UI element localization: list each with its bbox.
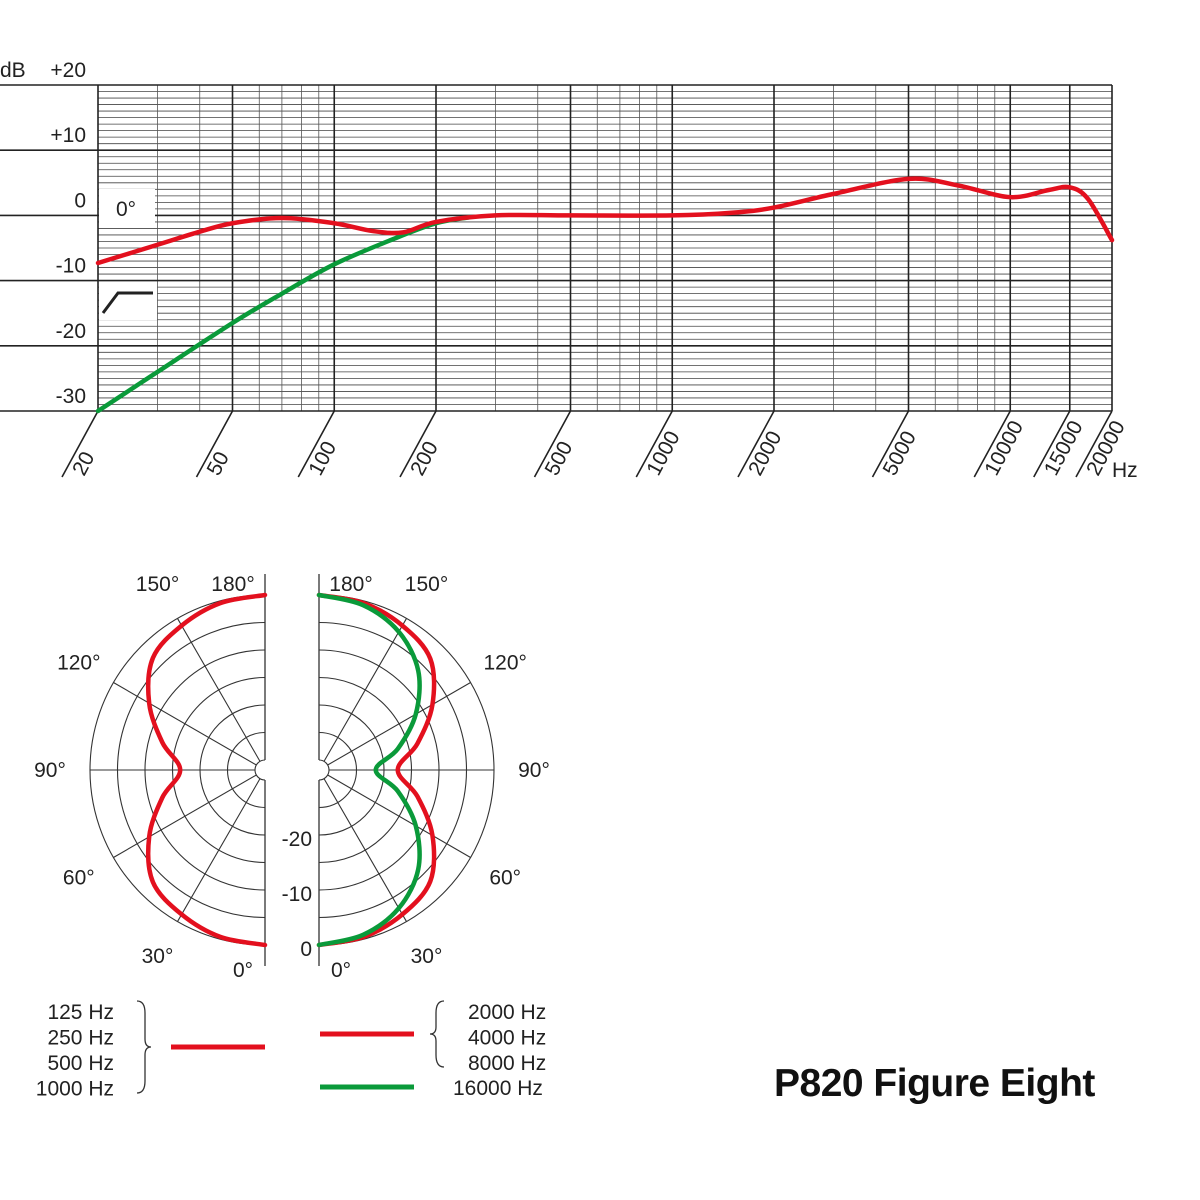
y-tick-label: -30 [56,385,86,408]
x-tick-slant [737,410,775,478]
x-tick-slant [61,410,99,478]
x-tick-label: 50 [203,448,234,479]
x-tick-label: 10000 [980,417,1028,479]
polar-angle-label: 90° [34,759,66,782]
high-pass-filter-icon [101,291,153,314]
legend-label: 1000 Hz [36,1078,114,1101]
polar-center-hole [254,759,266,781]
legend-label: 8000 Hz [468,1052,546,1075]
x-tick-label: 20 [68,448,99,479]
x-tick-slant [297,410,335,478]
polar-r-label: 0 [300,938,312,961]
polar-spoke [327,774,471,858]
y-tick-label: 0 [74,189,86,212]
polar-pattern-line [316,592,437,948]
polar-angle-label: 60° [489,867,521,890]
legend-label: 125 Hz [47,1001,114,1024]
x-tick-label: 100 [304,438,341,480]
x-tick-slant [533,410,572,478]
polar-spoke [327,682,471,766]
polar-angle-label: 180° [211,573,254,596]
polar-spoke [323,618,407,762]
x-tick-slant [399,410,437,478]
angle-annotation: 0° [116,198,136,221]
y-tick-label: -20 [56,320,86,343]
polar-spoke [113,774,257,858]
x-axis-label: Hz [1112,459,1138,482]
legend-label: 16000 Hz [453,1077,543,1100]
y-tick-label: +10 [50,124,86,147]
polar-spoke [113,682,257,766]
polar-angle-label: 30° [411,945,443,968]
legend-label: 4000 Hz [468,1027,546,1050]
legend-label: 500 Hz [47,1052,114,1075]
x-tick-slant [1075,410,1113,478]
polar-angle-label: 150° [136,573,179,596]
legend-bracket [429,1000,445,1068]
polar-pattern-line [145,592,268,948]
x-tick-label: 500 [541,438,578,480]
polar-angle-label: 120° [483,652,526,675]
x-tick-label: 200 [406,438,443,480]
polar-angle-label: 0° [331,959,351,982]
y-tick-label: +20 [50,59,86,82]
r-label-bg [270,820,314,960]
polar-angle-label: 150° [405,573,448,596]
y-tick-label: -10 [56,255,86,278]
x-tick-slant [1033,410,1071,478]
polar-pattern-line [316,592,422,948]
legend-bracket [136,1000,152,1094]
polar-spoke [323,778,407,922]
polar-r-label: -20 [282,828,312,851]
polar-angle-label: 60° [63,867,95,890]
frequency-response-line [95,176,1115,266]
polar-r-label: -10 [282,883,312,906]
x-tick-slant [973,410,1011,478]
polar-spoke [177,778,261,922]
annotation-box [99,189,155,227]
polar-angle-label: 90° [518,759,550,782]
legend-label: 2000 Hz [468,1001,546,1024]
polar-angle-label: 120° [57,652,100,675]
x-tick-slant [871,410,910,478]
polar-center-hole [318,759,330,781]
legend-label: 250 Hz [47,1027,114,1050]
polar-spoke [177,618,261,762]
polar-angle-label: 30° [142,945,174,968]
filter-icon-bg [99,284,157,320]
polar-angle-label: 180° [329,573,372,596]
x-tick-slant [635,410,673,478]
product-title: P820 Figure Eight [774,1062,1095,1105]
x-tick-slant [195,410,234,478]
polar-angle-label: 0° [233,959,253,982]
y-axis-label: dB [0,59,26,82]
